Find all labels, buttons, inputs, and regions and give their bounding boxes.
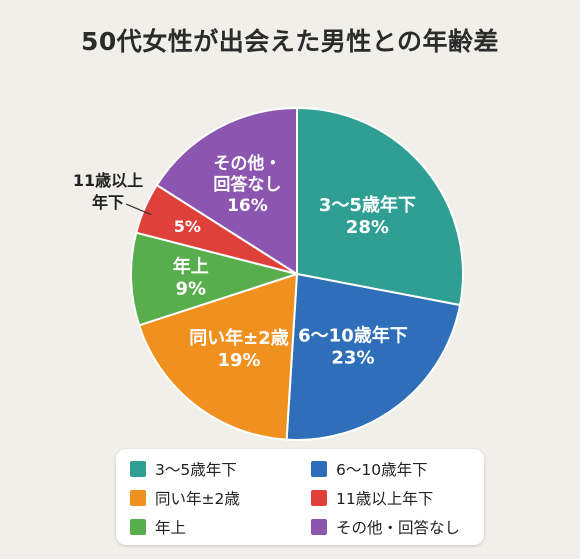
callout-leader-line bbox=[125, 203, 152, 216]
slice-label-line: 9% bbox=[176, 279, 207, 300]
slice-label-line: 同い年±2歳 bbox=[189, 327, 289, 349]
slice-label-line: 16% bbox=[227, 196, 268, 216]
slice-label-line: その他・ bbox=[213, 153, 281, 174]
legend-swatch bbox=[130, 519, 146, 535]
slice-label-line: 19% bbox=[217, 350, 260, 371]
slice-label-line: 23% bbox=[331, 347, 374, 368]
legend-swatch bbox=[311, 490, 327, 506]
pie-slice bbox=[155, 106, 298, 276]
legend-label: 11歳以上年下 bbox=[336, 490, 434, 508]
legend-item-11-plus-younger: 11歳以上年下 bbox=[311, 487, 433, 509]
legend-label: その他・回答なし bbox=[336, 519, 461, 537]
legend: 3〜5歳年下 6〜10歳年下 同い年±2歳 11歳以上年下 年上 その他・回答な… bbox=[116, 449, 484, 545]
chart-title: 50代女性が出会えた男性との年齢差 bbox=[80, 27, 500, 56]
legend-item-3-5-younger: 3〜5歳年下 bbox=[130, 458, 237, 480]
legend-swatch bbox=[130, 461, 146, 477]
pie-slice bbox=[285, 272, 462, 441]
pie-slice bbox=[130, 231, 301, 327]
legend-swatch bbox=[311, 519, 327, 535]
pie-slice bbox=[296, 106, 464, 307]
legend-swatch bbox=[311, 461, 327, 477]
slice-label-line: 年上 bbox=[173, 256, 209, 278]
slice-label: 5% bbox=[174, 217, 201, 236]
pie-slice bbox=[137, 272, 299, 441]
slice-label-line: 6〜10歳年下 bbox=[298, 324, 408, 346]
legend-swatch bbox=[130, 490, 146, 506]
callout-label-line: 11歳以上 bbox=[73, 171, 143, 190]
legend-item-6-10-younger: 6〜10歳年下 bbox=[311, 458, 428, 480]
slice-label-line: 回答なし bbox=[213, 174, 281, 195]
slice-label-line: 5% bbox=[174, 217, 201, 236]
legend-label: 6〜10歳年下 bbox=[336, 461, 428, 479]
legend-item-same-age: 同い年±2歳 bbox=[130, 487, 240, 509]
legend-label: 年上 bbox=[155, 519, 187, 537]
legend-label: 3〜5歳年下 bbox=[155, 461, 237, 479]
legend-item-older: 年上 bbox=[130, 516, 186, 538]
slice-label: 年上9% bbox=[173, 256, 209, 300]
slice-label-line: 3〜5歳年下 bbox=[319, 194, 416, 216]
callout-label: 11歳以上年下 bbox=[73, 171, 143, 212]
callout-label-line: 年下 bbox=[92, 193, 124, 212]
legend-item-other: その他・回答なし bbox=[311, 516, 460, 538]
legend-label: 同い年±2歳 bbox=[155, 490, 240, 508]
slice-label-line: 28% bbox=[346, 217, 389, 238]
